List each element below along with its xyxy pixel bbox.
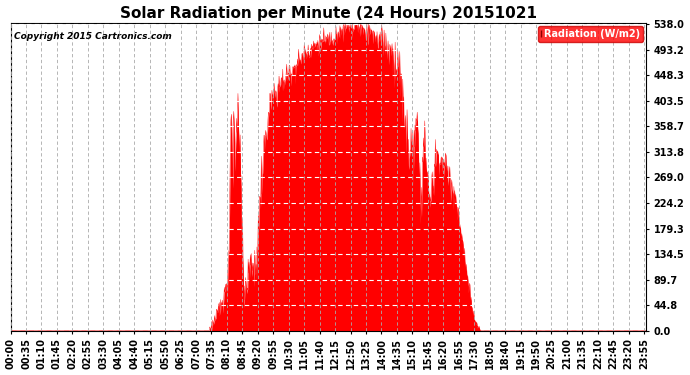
Text: Copyright 2015 Cartronics.com: Copyright 2015 Cartronics.com <box>14 32 172 41</box>
Title: Solar Radiation per Minute (24 Hours) 20151021: Solar Radiation per Minute (24 Hours) 20… <box>120 6 537 21</box>
Legend: Radiation (W/m2): Radiation (W/m2) <box>538 26 643 42</box>
